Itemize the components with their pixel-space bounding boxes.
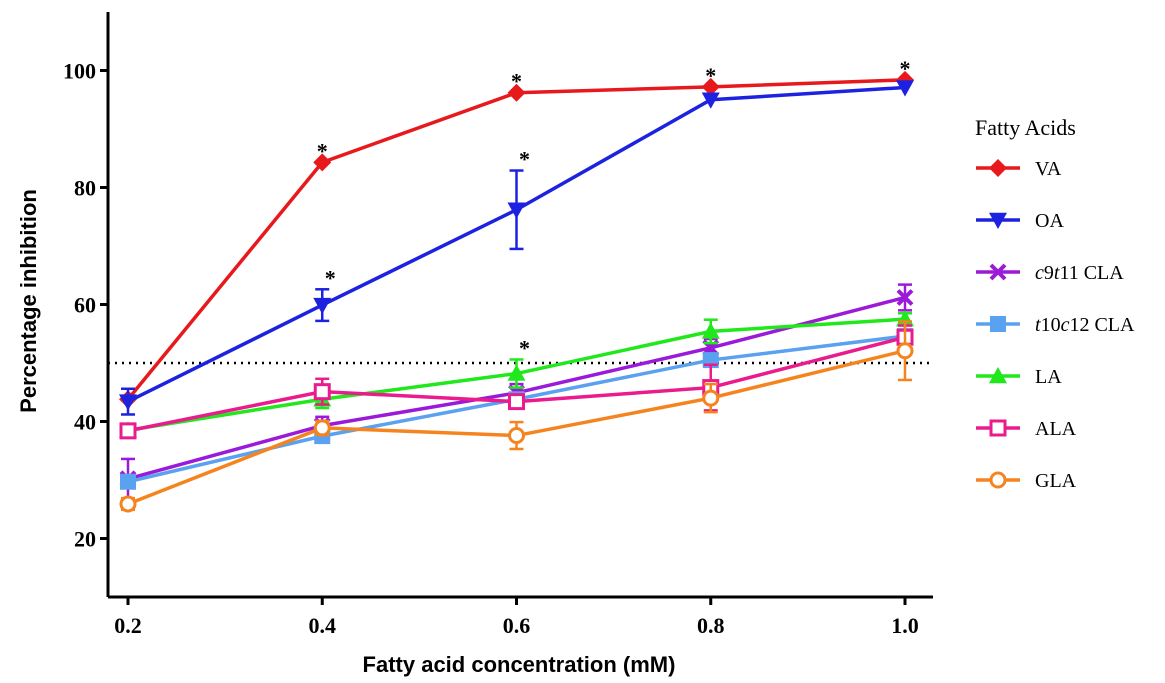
data-point-va [313,153,332,172]
data-point-la-shape [701,322,720,339]
y-tick-label: 40 [74,410,96,435]
data-point-va-shape [701,77,720,96]
data-point-oa-shape [701,92,720,109]
significance-marker: * [900,56,911,81]
legend-marker-t10c12-cla-shape [990,316,1006,332]
data-point-gla [119,495,137,513]
legend-marker-gla [989,471,1007,489]
plot-area: 20 40 60 80 100 0.2 0.4 0.6 0.8 1.0 * * * * * * * [63,12,933,638]
legend: Fatty Acids VA OA c9t11 CLA t10c12 CLA LA ALA… [975,115,1135,492]
data-point-va [507,83,526,102]
data-point-la [507,364,526,381]
data-point-gla-shape [508,427,525,445]
x-tick-label: 0.4 [309,613,337,638]
data-point-gla-shape [119,495,137,513]
data-point-oa [507,202,526,219]
legend-label-c9t11-cla: c9t11 CLA [1035,262,1124,284]
data-point-va-shape [507,83,526,102]
y-tick-label: 60 [74,293,96,318]
data-point-ala [313,383,331,401]
significance-marker: * [519,147,530,172]
y-tick-label: 20 [74,527,96,552]
significance-marker: * [511,69,522,94]
data-point-gla-shape [896,342,914,360]
data-point-gla [508,427,525,445]
data-point-ala [508,393,525,411]
data-point-gla [313,419,331,437]
legend-marker-la [989,367,1007,384]
legend-marker-t10c12-cla [990,316,1006,332]
data-point-la [701,322,720,339]
data-point-oa-shape [896,80,914,97]
data-point-va-shape [313,153,332,172]
legend-label-ala: ALA [1035,418,1077,440]
data-point-oa-shape [313,297,332,315]
data-point-t10c12-cla [120,473,136,490]
x-tick-label: 0.2 [114,613,142,638]
data-point-oa [896,80,914,97]
data-point-t10c12-cla-shape [120,473,136,490]
data-point-gla [702,389,720,407]
x-tick-label: 0.8 [697,613,725,638]
data-point-va [701,77,720,96]
data-point-oa [701,92,720,109]
data-point-ala-shape [313,383,331,401]
legend-label-la: LA [1035,366,1062,388]
data-point-gla-shape [313,419,331,437]
data-point-la-shape [507,364,526,381]
legend-marker-c9t11-cla-shape [989,263,1007,281]
y-tick-label: 80 [74,176,96,201]
legend-marker-oa-shape [989,212,1007,229]
x-axis-title: Fatty acid concentration (mM) [363,652,676,677]
y-tick-label: 100 [63,59,96,84]
y-axis-title: Percentage inhibition [16,189,41,413]
data-point-gla [896,342,914,360]
significance-marker: * [325,265,336,290]
data-point-oa-shape [507,202,526,219]
legend-marker-c9t11-cla [989,263,1007,281]
significance-marker: * [317,138,328,163]
legend-marker-va-shape [989,159,1007,177]
legend-marker-la-shape [989,367,1007,384]
data-point-oa [313,297,332,315]
x-tick-label: 0.6 [503,613,531,638]
legend-marker-ala-shape [989,419,1007,437]
x-tick-label: 1.0 [891,613,919,638]
legend-label-gla: GLA [1035,470,1077,492]
legend-label-oa: OA [1035,210,1064,232]
data-point-c9t11-cla [896,289,914,306]
legend-label-t10c12-cla: t10c12 CLA [1035,314,1135,336]
legend-marker-ala [989,419,1007,437]
legend-marker-va [989,159,1007,177]
legend-title: Fatty Acids [975,115,1076,140]
data-point-ala-shape [119,422,137,440]
significance-marker: * [705,63,716,88]
legend-label-va: VA [1035,158,1062,180]
significance-marker: * [519,335,530,360]
data-point-oa [119,394,137,411]
legend-marker-gla-shape [989,471,1007,489]
legend-marker-oa [989,212,1007,229]
data-point-oa-shape [119,394,137,411]
data-point-gla-shape [702,389,720,407]
data-point-ala-shape [508,393,525,411]
data-point-ala [119,422,137,440]
data-point-c9t11-cla-shape [896,289,914,306]
